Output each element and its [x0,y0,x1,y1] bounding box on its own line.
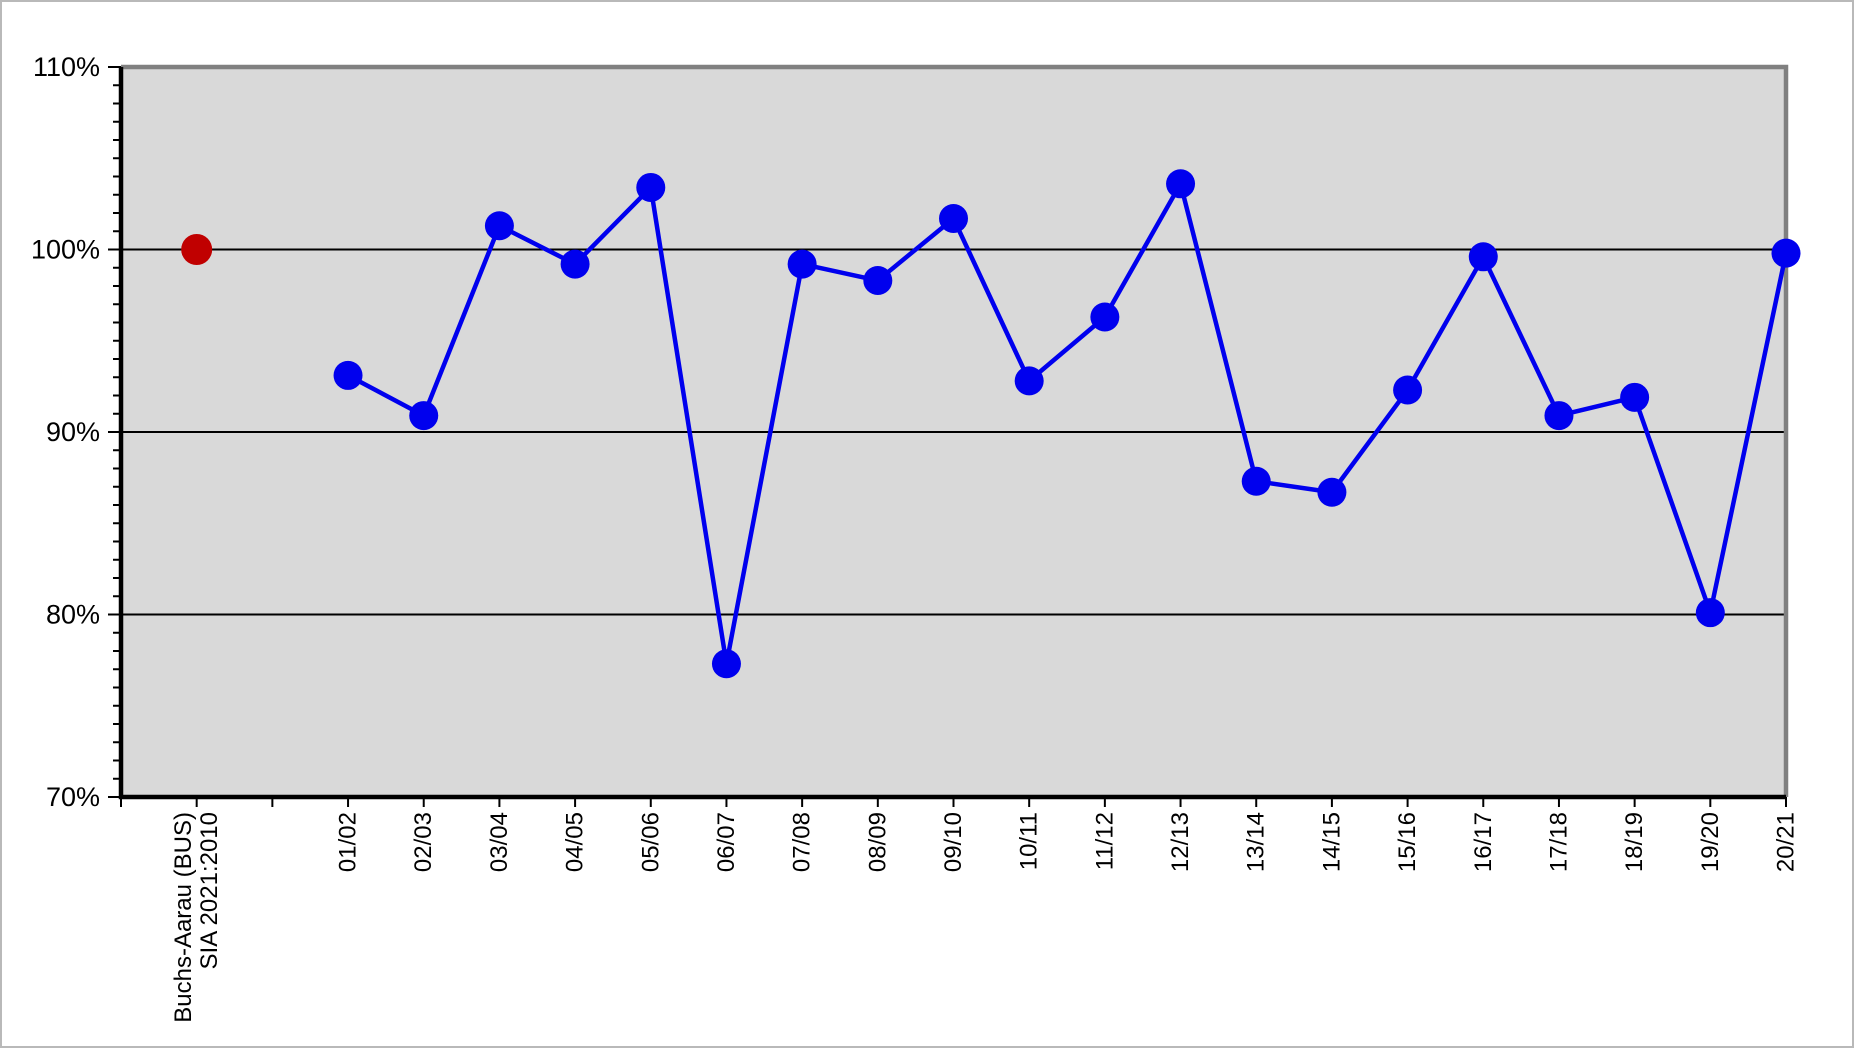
series-line [346,181,1789,667]
x-axis-label: 08/09 [864,812,891,872]
x-axis-label: 16/17 [1470,812,1497,872]
data-point [333,360,363,390]
x-axis-label-reference-line1: Buchs-Aarau (BUS) [170,812,197,1023]
data-point [711,649,741,679]
x-axis-label: 02/03 [410,812,437,872]
x-axis-label: 18/19 [1621,812,1648,872]
x-axis-label: 11/12 [1091,812,1118,870]
y-axis-label: 110% [33,52,100,82]
x-axis-label: 05/06 [637,812,664,872]
data-point [1014,366,1044,396]
data-point [636,172,666,202]
x-axis-label: 13/14 [1243,812,1270,872]
x-axis-label: 07/08 [789,812,816,872]
data-point [939,203,968,233]
data-point [1620,382,1650,412]
plot-border [121,64,1789,797]
data-point [1695,598,1725,628]
data-point [1393,375,1423,405]
x-axis-label: 15/16 [1394,812,1421,872]
y-axis-label: 100% [31,235,100,265]
data-point [1468,242,1498,272]
data-point [787,249,817,279]
x-axis-label-reference-line2: SIA 2021:2010 [196,812,223,969]
data-point [1771,238,1801,268]
x-axis-label: 03/04 [486,812,513,872]
y-axis-label: 90% [46,417,100,447]
data-point [1241,466,1271,496]
data-point [560,249,590,279]
x-axis-label: 06/07 [713,812,740,872]
y-axis-label: 80% [46,600,100,630]
x-axis-label: 14/15 [1318,812,1345,872]
data-point [1317,477,1347,507]
reference-point [181,234,213,265]
x-axis-label: 17/18 [1545,812,1572,872]
x-axis-label: 01/02 [335,812,362,872]
y-axis-label: 70% [46,782,100,812]
data-point [1090,302,1120,332]
x-axis-label: 10/11 [1016,812,1043,870]
data-point [1544,401,1574,431]
x-axis-label: 09/10 [940,812,967,872]
x-axis-label: 04/05 [562,812,589,872]
data-point [484,211,514,241]
x-axis-label: 20/21 [1773,812,1800,872]
x-axis-label: 12/13 [1167,812,1194,872]
x-axis-label: 19/20 [1697,812,1724,872]
data-point [409,401,439,431]
data-point [863,266,893,296]
data-point [1166,169,1196,199]
